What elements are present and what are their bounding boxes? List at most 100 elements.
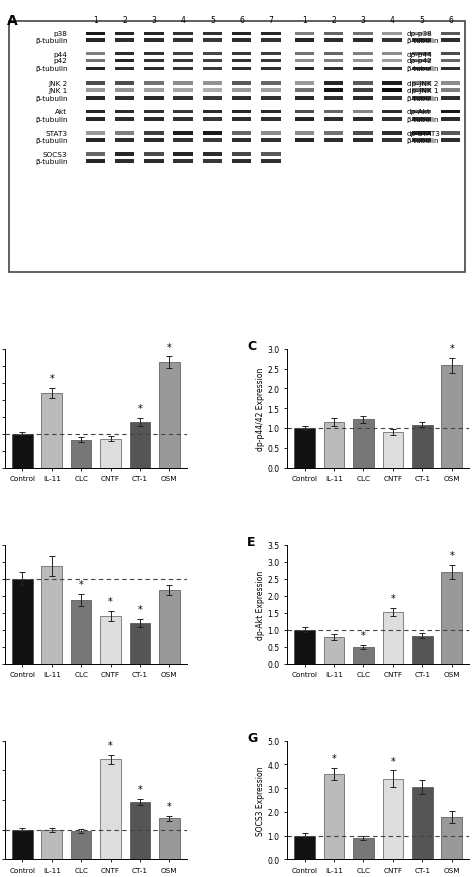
Text: dp-p44: dp-p44: [407, 52, 432, 58]
Bar: [144, 153, 164, 157]
Bar: [470, 32, 474, 36]
Bar: [383, 60, 402, 63]
Bar: [86, 60, 105, 63]
Bar: [86, 97, 105, 101]
Text: C: C: [247, 340, 256, 353]
Bar: [115, 160, 134, 163]
Text: dp-JNK 2: dp-JNK 2: [407, 81, 438, 87]
Bar: [441, 139, 460, 142]
Bar: [353, 647, 374, 664]
Bar: [470, 68, 474, 71]
Bar: [324, 82, 343, 86]
Bar: [261, 97, 281, 101]
Bar: [411, 60, 431, 63]
Bar: [470, 89, 474, 93]
Bar: [144, 53, 164, 56]
Text: 1: 1: [302, 17, 307, 25]
Bar: [261, 89, 281, 93]
Bar: [12, 579, 33, 664]
Bar: [441, 366, 462, 468]
Bar: [353, 53, 373, 56]
Bar: [232, 68, 251, 71]
Bar: [412, 787, 433, 859]
Bar: [295, 132, 314, 136]
Bar: [115, 53, 134, 56]
Bar: [129, 423, 150, 468]
Text: β-tubulin: β-tubulin: [35, 38, 67, 44]
Bar: [383, 779, 403, 859]
Bar: [441, 118, 460, 121]
Bar: [353, 32, 373, 36]
Bar: [71, 440, 91, 468]
Bar: [324, 68, 343, 71]
Bar: [202, 32, 222, 36]
Bar: [383, 39, 402, 43]
Bar: [441, 89, 460, 93]
Bar: [86, 89, 105, 93]
Bar: [383, 32, 402, 36]
Bar: [353, 420, 374, 468]
Bar: [441, 816, 462, 859]
Bar: [115, 89, 134, 93]
Bar: [470, 139, 474, 142]
Bar: [173, 97, 193, 101]
Bar: [232, 53, 251, 56]
Text: 1: 1: [93, 17, 98, 25]
Bar: [324, 39, 343, 43]
Bar: [324, 111, 343, 114]
Text: β-tubulin: β-tubulin: [35, 67, 67, 72]
Text: β-tubulin: β-tubulin: [35, 96, 67, 102]
Bar: [294, 429, 315, 468]
Bar: [470, 132, 474, 136]
Bar: [261, 118, 281, 121]
Bar: [441, 132, 460, 136]
Bar: [295, 111, 314, 114]
Text: β-tubulin: β-tubulin: [35, 117, 67, 123]
Bar: [115, 32, 134, 36]
Text: *: *: [449, 551, 454, 560]
Bar: [144, 118, 164, 121]
Text: *: *: [167, 802, 172, 811]
Bar: [295, 53, 314, 56]
Bar: [202, 132, 222, 136]
Text: dp-STAT3: dp-STAT3: [407, 131, 440, 137]
Bar: [232, 60, 251, 63]
Text: *: *: [167, 342, 172, 353]
Text: 7: 7: [268, 17, 273, 25]
Bar: [144, 132, 164, 136]
Bar: [232, 32, 251, 36]
Text: *: *: [137, 604, 142, 614]
Bar: [202, 53, 222, 56]
Bar: [441, 68, 460, 71]
Text: β-tubulin: β-tubulin: [407, 138, 439, 144]
Bar: [470, 111, 474, 114]
Bar: [295, 68, 314, 71]
Bar: [324, 53, 343, 56]
Bar: [115, 68, 134, 71]
Bar: [202, 60, 222, 63]
Bar: [411, 111, 431, 114]
Bar: [173, 68, 193, 71]
Text: *: *: [361, 630, 366, 640]
Bar: [383, 89, 402, 93]
Bar: [159, 590, 180, 664]
Text: A: A: [7, 14, 18, 28]
Bar: [232, 89, 251, 93]
Text: SOCS3: SOCS3: [43, 152, 67, 158]
Bar: [261, 153, 281, 157]
Bar: [295, 118, 314, 121]
Text: dp-p42: dp-p42: [407, 58, 432, 64]
Text: *: *: [449, 344, 454, 353]
Bar: [115, 153, 134, 157]
Bar: [383, 68, 402, 71]
Text: JNK 2: JNK 2: [48, 81, 67, 87]
Bar: [100, 759, 121, 859]
Bar: [86, 39, 105, 43]
Bar: [295, 139, 314, 142]
Bar: [144, 39, 164, 43]
Bar: [71, 831, 91, 859]
Text: β-tubulin: β-tubulin: [407, 117, 439, 123]
Text: *: *: [108, 596, 113, 607]
Bar: [159, 363, 180, 468]
Text: 2: 2: [331, 17, 336, 25]
